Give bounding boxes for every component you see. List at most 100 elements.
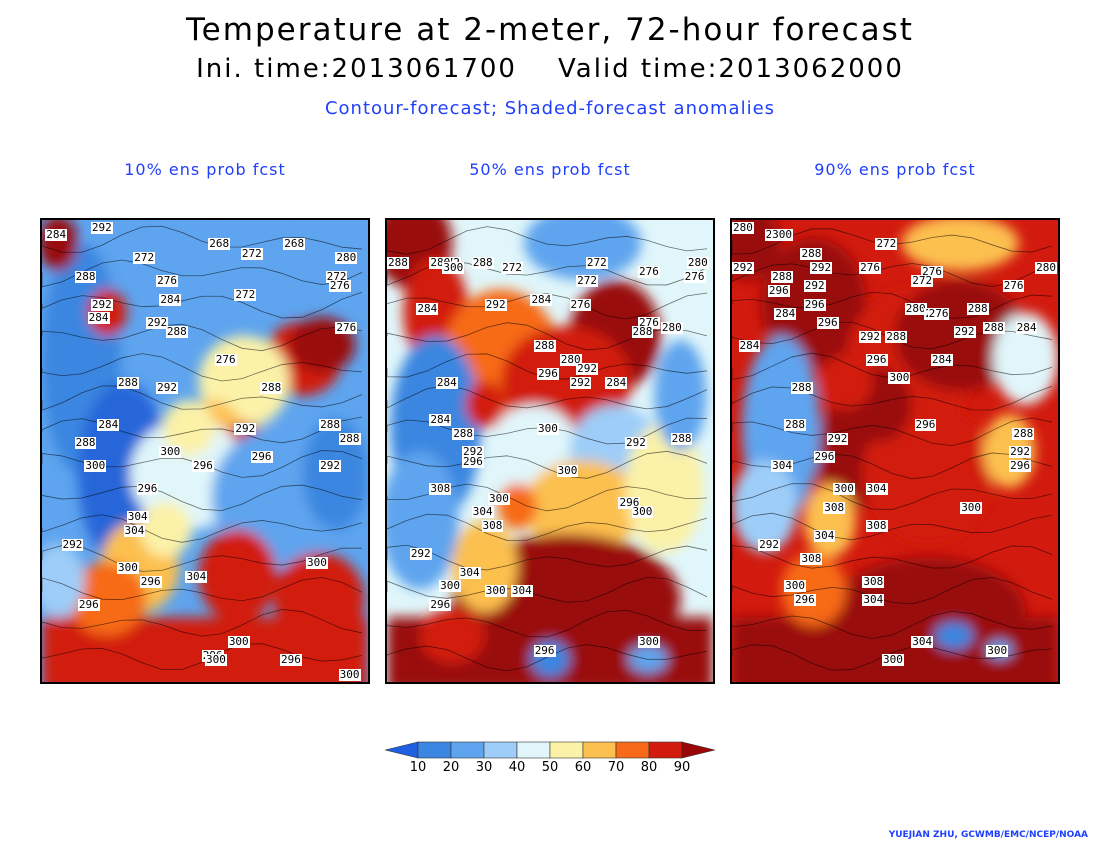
contour-label: 296: [767, 283, 790, 297]
contour-label: 292: [146, 316, 169, 330]
contour-label: 288: [631, 325, 654, 339]
contour-label: 280: [559, 352, 582, 366]
temperature-contour: [732, 291, 1053, 319]
anomaly-blob: [139, 501, 192, 558]
contour-label: 292: [484, 297, 507, 311]
temperature-contour: [42, 291, 363, 319]
contour-label: 288: [338, 431, 361, 445]
contour-label: 292: [90, 221, 113, 235]
contour-label: 276: [328, 279, 351, 293]
contour-label: 276: [683, 269, 706, 283]
contour-label: 284: [930, 352, 953, 366]
contour-label: 288: [966, 302, 989, 316]
temperature-contour: [387, 513, 708, 541]
temperature-contour: [42, 576, 363, 602]
contour-label: 296: [279, 653, 302, 667]
contour-label: 288: [533, 339, 556, 353]
contour-label: 288: [670, 431, 693, 445]
contour-label: 272: [911, 274, 934, 288]
contour-label: 272: [585, 255, 608, 269]
contour-label: 292: [859, 329, 881, 343]
anomaly-blob: [162, 400, 215, 456]
contour-label: 304: [126, 510, 149, 524]
contour-label: 288: [983, 320, 1005, 334]
colorbar-tick-label: 10: [409, 760, 427, 775]
contour-label: 304: [771, 459, 793, 473]
contour-label: 292: [1009, 445, 1031, 459]
anomaly-blob: [523, 220, 642, 281]
contour-label: 304: [510, 583, 533, 597]
contour-label: 308: [800, 551, 823, 565]
contour-label: 284: [435, 376, 458, 390]
colorbar-tick-label: 50: [541, 760, 559, 775]
anomaly-blob: [820, 353, 873, 410]
contour-label: 280: [904, 302, 927, 316]
anomaly-blob: [497, 483, 537, 530]
contour-label: 292: [569, 376, 592, 390]
temperature-contour: [732, 352, 1053, 380]
contour-label: 276: [921, 265, 943, 279]
temperature-contour: [42, 416, 363, 444]
contour-label: 272: [325, 269, 348, 283]
colorbar-swatch: [483, 741, 518, 759]
temperature-contour: [387, 450, 708, 479]
contour-label: 268: [283, 237, 306, 251]
contour-label: 292: [826, 431, 849, 445]
contour-label: 284: [97, 417, 120, 431]
anomaly-blob: [273, 552, 365, 646]
credit-text: YUEJIAN ZHU, GCWMB/EMC/NCEP/NOAA: [888, 830, 1088, 840]
contour-label: 284: [87, 311, 110, 325]
colorbar-tick-label: 70: [607, 760, 625, 775]
contour-label: 296: [136, 482, 159, 496]
contour-label: 288: [319, 417, 341, 431]
contour-label: 308: [481, 519, 504, 533]
temperature-contour: [732, 452, 1053, 480]
temperature-contour: [42, 643, 363, 670]
map-panel-50pct: 2882722803002882722722722762802762842922…: [385, 218, 715, 684]
contour-label: 296: [533, 644, 556, 658]
contour-label: 292: [624, 436, 647, 450]
colorbar-tick-label: 20: [442, 760, 460, 775]
contour-label: 292: [234, 422, 257, 436]
contour-label: 292: [953, 325, 976, 339]
contour-label: 272: [501, 260, 523, 274]
contour-label: 280: [660, 320, 683, 334]
contour-label: 280: [686, 255, 709, 269]
contour-label: 304: [471, 505, 494, 519]
contour-label: 288: [165, 325, 188, 339]
colorbar-swatch: [450, 741, 485, 759]
temperature-contour: [42, 609, 363, 637]
contour-label: 276: [638, 316, 660, 330]
temperature-contour: [732, 512, 1053, 541]
contour-label: 272: [576, 274, 598, 288]
contour-label: 304: [911, 634, 934, 648]
contour-label: 304: [185, 570, 208, 584]
temperature-contour: [732, 263, 1053, 288]
anomaly-field-0: [42, 220, 368, 682]
anomaly-blob: [732, 460, 798, 553]
contour-label: 296: [793, 593, 816, 607]
anomaly-blob: [523, 460, 642, 553]
contour-label: 296: [429, 597, 452, 611]
contour-label: 304: [458, 565, 481, 579]
contour-label: 300: [488, 491, 510, 505]
temperature-contour: [387, 483, 708, 512]
contour-label: 300: [84, 459, 107, 473]
contour-label: 276: [859, 260, 881, 274]
contour-label: 276: [638, 265, 660, 279]
map-title: Temperature at 2-meter, 72-hour forecast: [186, 12, 914, 48]
contour-label: 288: [260, 380, 283, 394]
temperature-contour: [387, 609, 708, 638]
contour-label: 288: [784, 417, 807, 431]
colorbar-tick-label: 90: [673, 760, 691, 775]
temperature-contour: [387, 644, 708, 672]
contour-label: 296: [1009, 459, 1031, 473]
contour-label: 300: [338, 668, 361, 681]
temperature-contour: [732, 385, 1053, 411]
contour-label: 308: [823, 500, 846, 514]
colorbar-tick-label: 40: [508, 760, 526, 775]
map-subtitle: Contour-forecast; Shaded-forecast anomal…: [324, 98, 776, 119]
contour-label: 300: [556, 463, 579, 477]
contour-label: 296: [803, 297, 826, 311]
colorbar-tick-label: 60: [574, 760, 592, 775]
